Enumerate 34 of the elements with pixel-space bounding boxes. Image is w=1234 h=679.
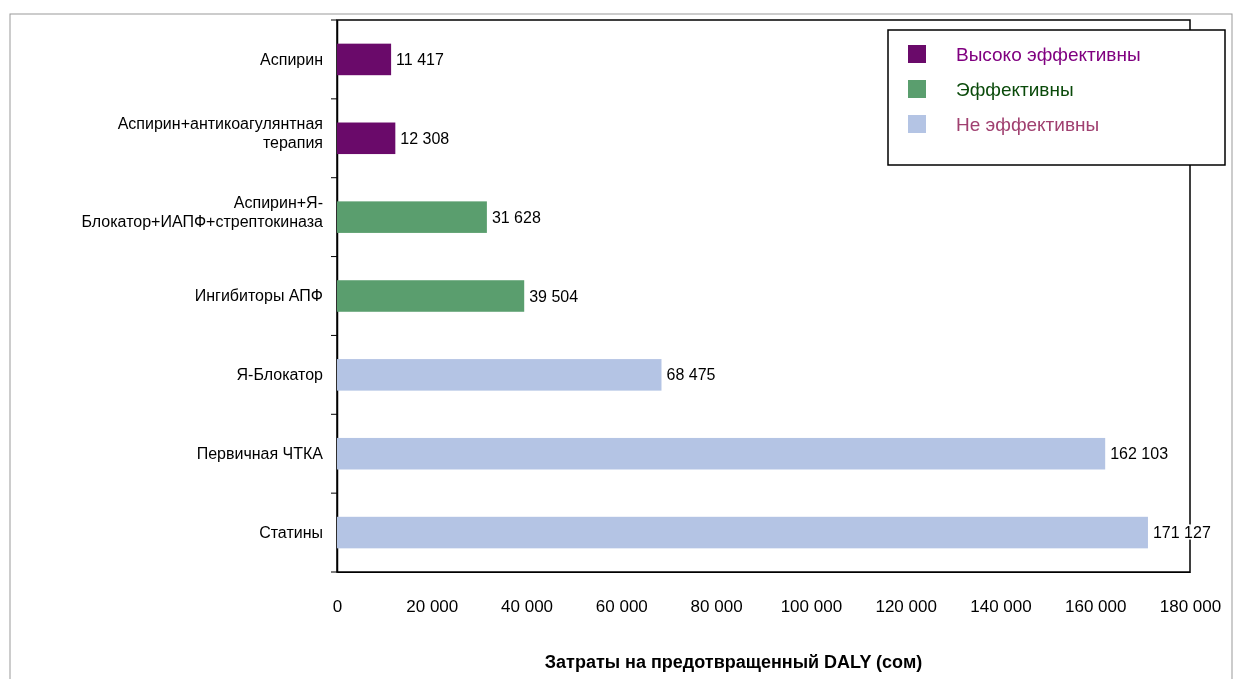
x-tick-label: 0 xyxy=(332,597,343,617)
bar xyxy=(337,43,392,76)
y-tick-label: Аспирин+Я-Блокатор+ИАПФ+стрептокиназа xyxy=(81,193,324,230)
x-tick-label: 80 000 xyxy=(690,597,743,617)
y-tick-label: Статины xyxy=(259,523,323,541)
y-tick-label: Аспирин+антикоагулянтная терапия xyxy=(117,114,323,151)
bar xyxy=(337,122,396,155)
legend-label: Эффективны xyxy=(956,78,1074,100)
data-label: 11 417 xyxy=(396,51,444,69)
x-tick-label: 60 000 xyxy=(595,597,648,617)
data-label: 12 308 xyxy=(400,129,450,147)
bar xyxy=(337,359,662,391)
x-axis-title: Затраты на предотвращенный DALY (сом) xyxy=(544,652,923,672)
legend-label: Высоко эффективны xyxy=(956,43,1141,65)
x-tick-label: 160 000 xyxy=(1065,597,1127,617)
data-label: 162 103 xyxy=(1110,445,1169,463)
y-tick-label: Аспирин xyxy=(260,50,323,68)
data-label: 68 475 xyxy=(666,366,716,384)
bar xyxy=(337,437,1106,470)
y-tick-label: Первичная ЧТКА xyxy=(196,444,324,462)
bar xyxy=(337,516,1148,549)
bar xyxy=(337,280,525,312)
y-tick-label: Я-Блокатор xyxy=(236,365,324,383)
x-tick-label: 120 000 xyxy=(875,597,937,617)
x-tick-label: 100 000 xyxy=(780,597,843,617)
x-tick-label: 20 000 xyxy=(406,597,459,617)
data-label: 31 628 xyxy=(491,208,541,226)
y-tick-label: Ингибиторы АПФ xyxy=(194,287,323,305)
x-tick-label: 180 000 xyxy=(1159,597,1222,617)
x-tick-label: 140 000 xyxy=(970,597,1032,617)
bar xyxy=(337,201,487,233)
x-tick-label: 40 000 xyxy=(501,597,554,617)
legend-label: Не эффективны xyxy=(956,113,1100,135)
data-label: 39 504 xyxy=(529,287,579,305)
